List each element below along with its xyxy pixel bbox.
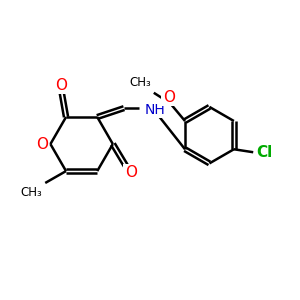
Text: CH₃: CH₃ <box>130 76 152 89</box>
Text: O: O <box>36 136 48 152</box>
Text: O: O <box>125 165 137 180</box>
Text: CH₃: CH₃ <box>20 186 42 199</box>
Text: Cl: Cl <box>256 145 272 160</box>
Text: O: O <box>163 90 175 105</box>
Text: NH: NH <box>145 103 166 117</box>
Text: O: O <box>56 78 68 93</box>
